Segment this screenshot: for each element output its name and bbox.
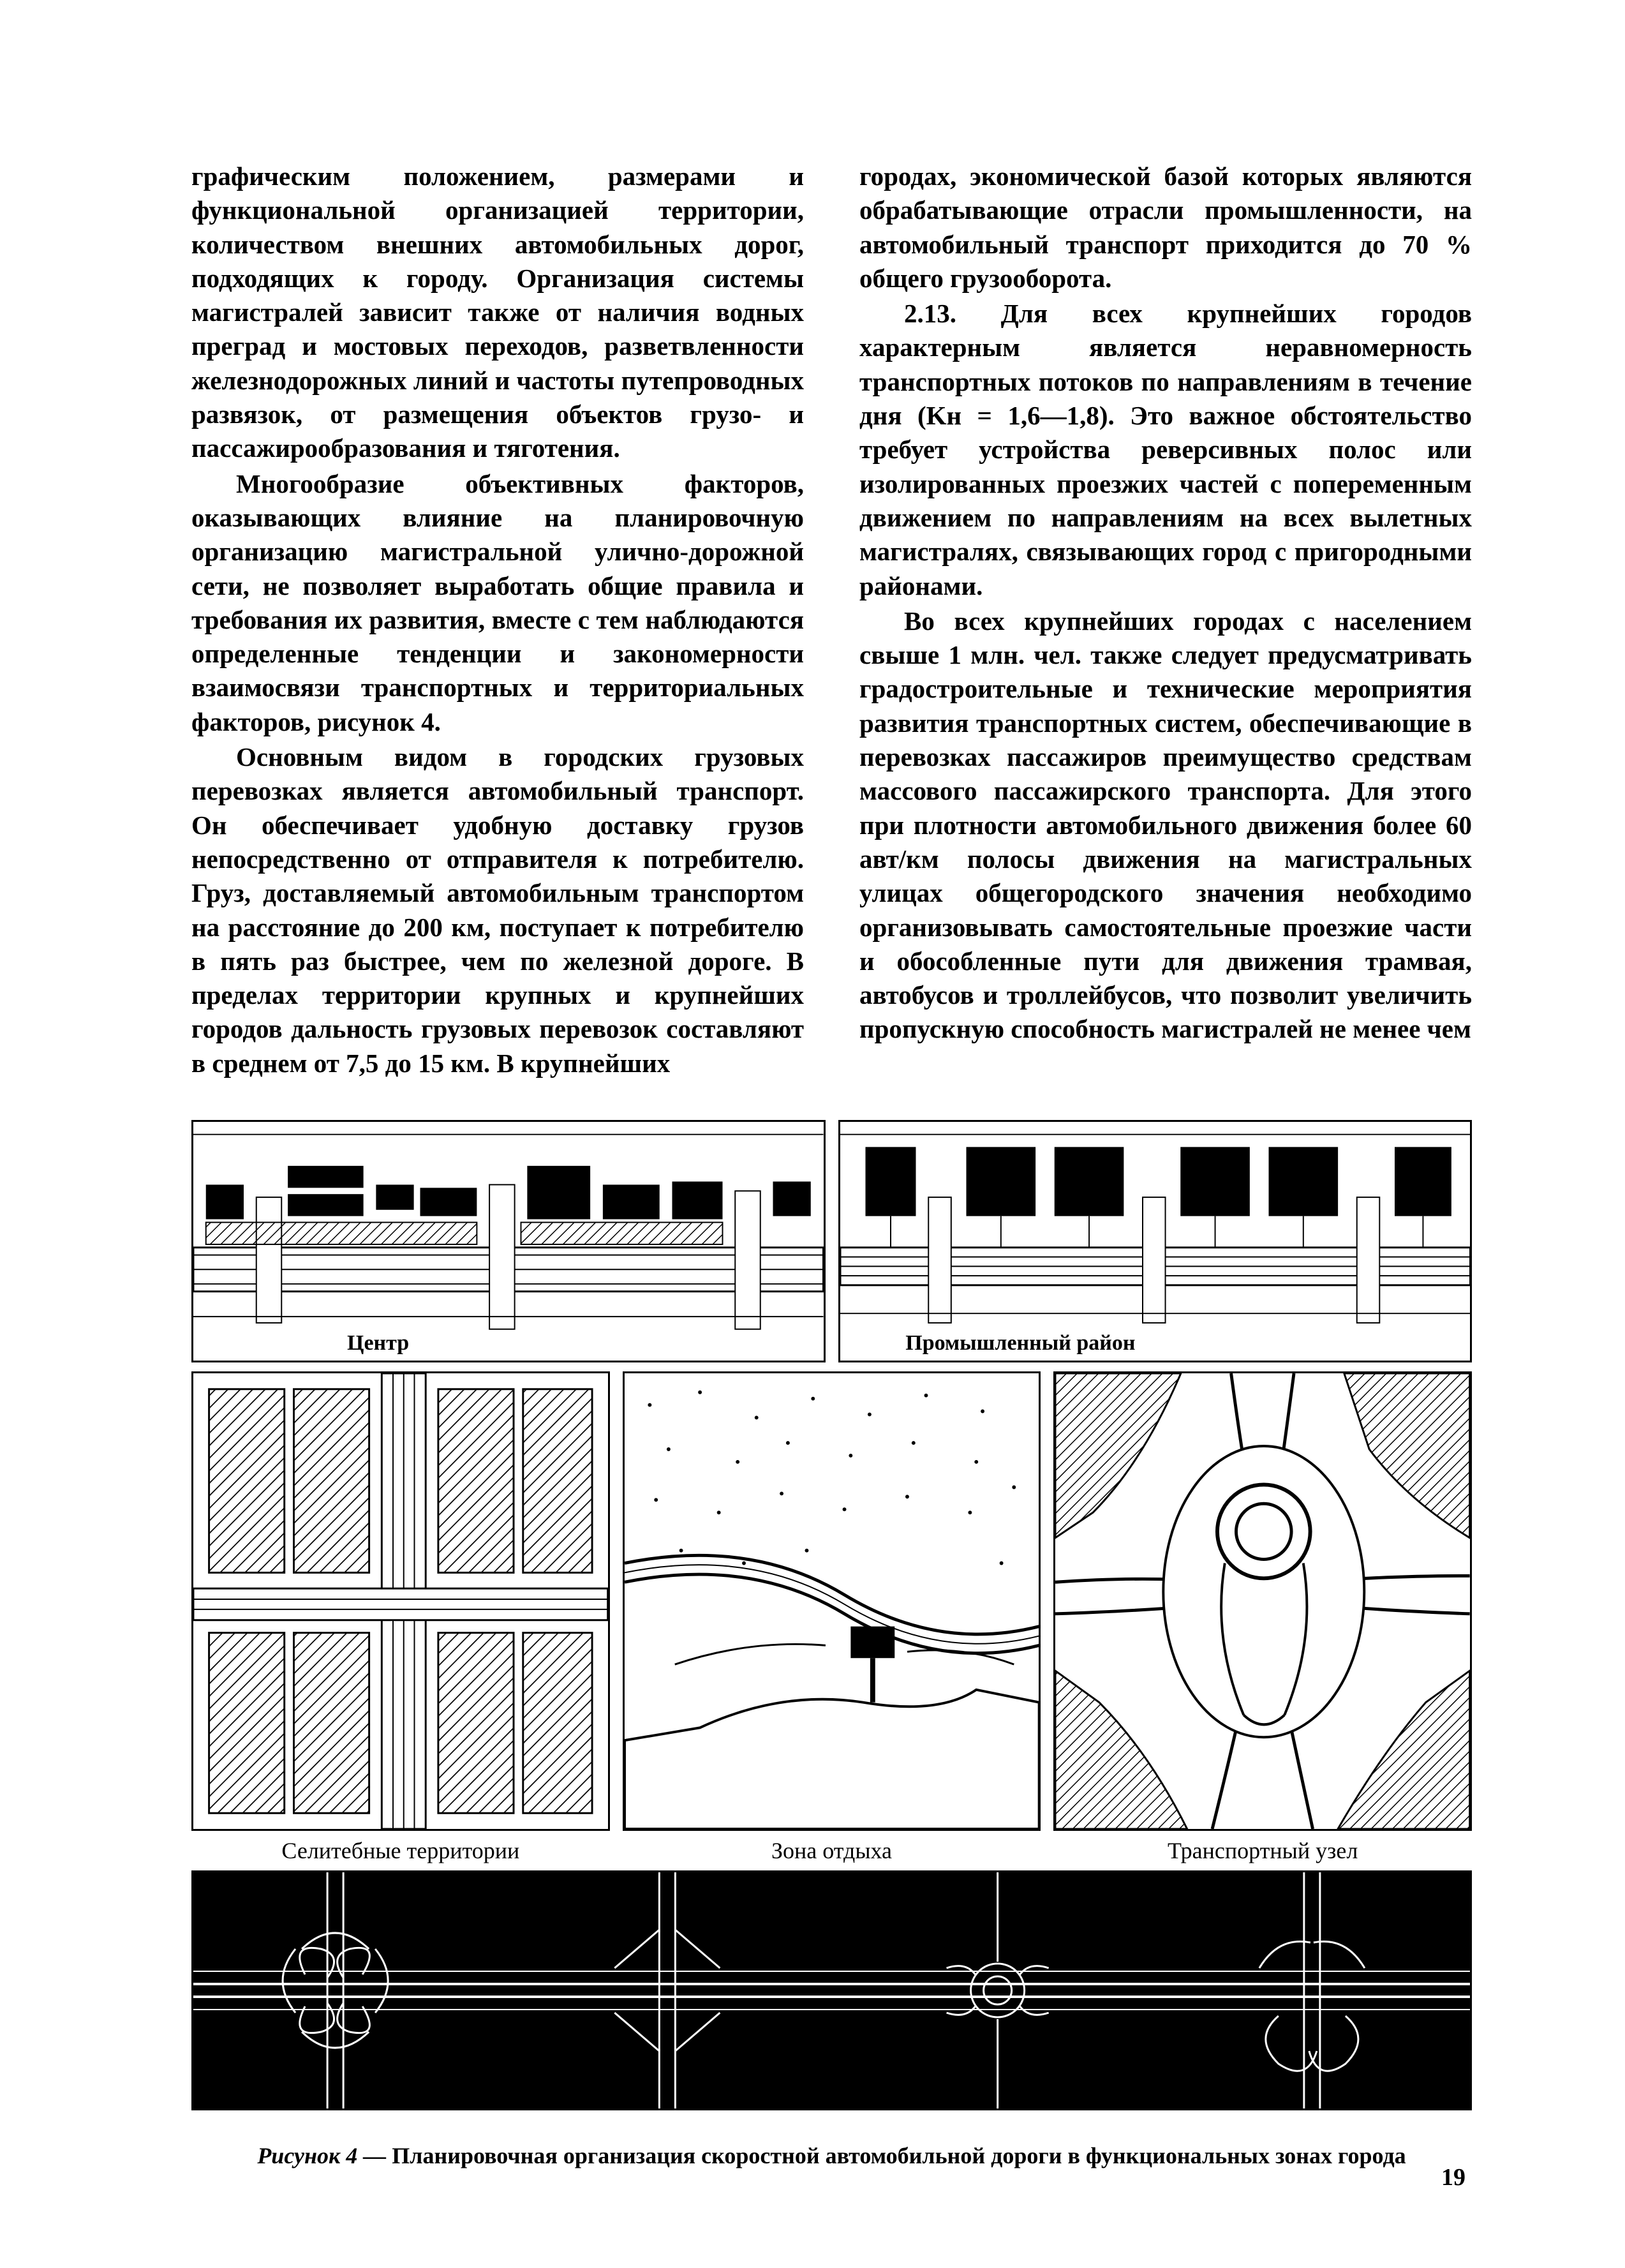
right-p1: городах, экономической базой которых явл… [859, 160, 1472, 295]
panel-industrial-label: Промышленный район [903, 1331, 1138, 1355]
left-p3: Основным видом в городских грузовых пере… [191, 740, 804, 1080]
label-residential: Селитебные территории [191, 1837, 610, 1864]
panel-center: Центр [191, 1120, 826, 1362]
panel-industrial: Промышленный район [838, 1120, 1473, 1362]
page: графическим положением, размерами и функ… [0, 0, 1625, 2268]
figure-top-row: Центр [191, 1120, 1472, 1362]
figure-4: Центр [191, 1120, 1472, 2169]
left-p1: графическим положением, размерами и функ… [191, 160, 804, 466]
label-interchange: Транспортный узел [1053, 1837, 1472, 1864]
right-p2: 2.13. Для всех крупнейших городов характ… [859, 297, 1472, 603]
panel-center-label: Центр [345, 1331, 412, 1355]
figure-mid-labels: Селитебные территории Зона отдыха Трансп… [191, 1837, 1472, 1864]
panel-interchange [1053, 1371, 1472, 1831]
figure-caption-prefix: Рисунок 4 — [257, 2143, 392, 2168]
left-p2: Многообразие объективных факторов, оказы… [191, 467, 804, 739]
figure-mid-row [191, 1371, 1472, 1831]
panel-residential [191, 1371, 610, 1831]
panel-recreation [623, 1371, 1041, 1831]
figure-caption-text: Планировочная организация скоростной авт… [392, 2143, 1406, 2168]
figure-caption: Рисунок 4 — Планировочная организация ск… [191, 2142, 1472, 2169]
text-columns: графическим положением, размерами и функ… [191, 160, 1472, 1082]
right-column: городах, экономической базой которых явл… [859, 160, 1472, 1082]
panel-expressway-strip [191, 1870, 1472, 2110]
label-recreation: Зона отдыха [623, 1837, 1041, 1864]
page-number: 19 [1441, 2163, 1465, 2191]
left-column: графическим положением, размерами и функ… [191, 160, 804, 1082]
right-p3: Во всех крупнейших городах с населением … [859, 604, 1472, 1047]
